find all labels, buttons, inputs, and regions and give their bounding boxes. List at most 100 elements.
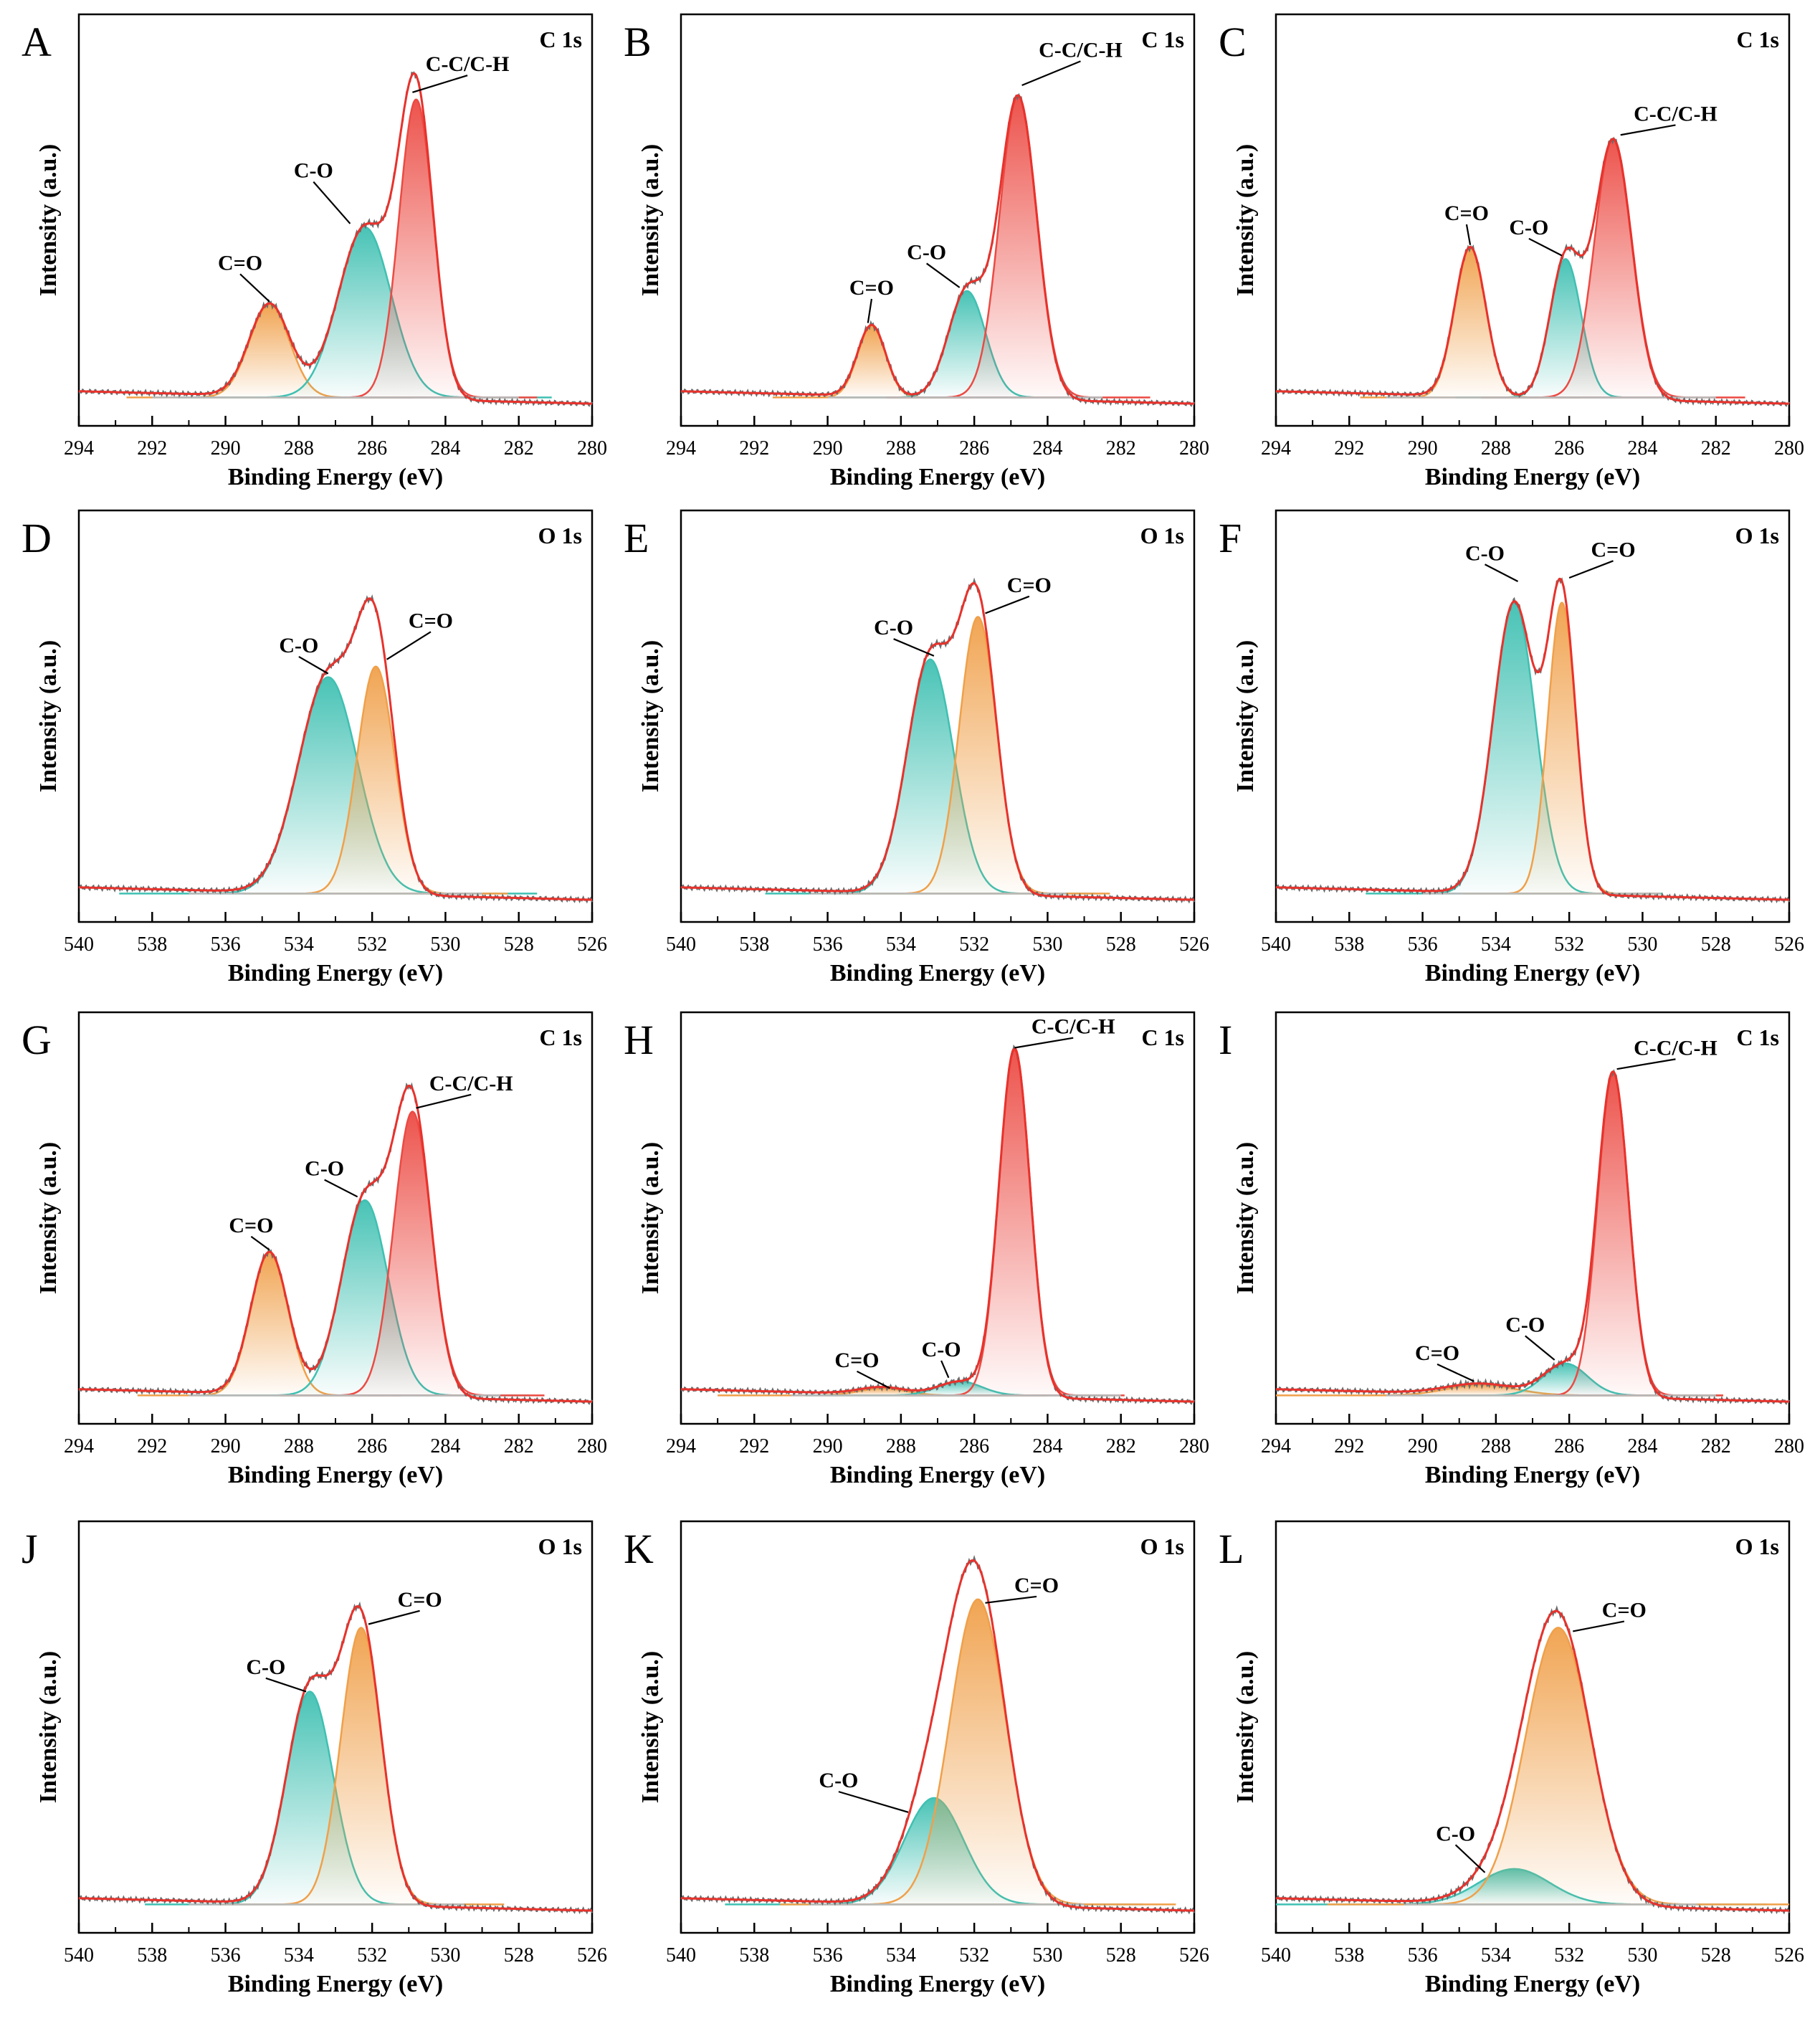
x-axis-label: Binding Energy (eV) xyxy=(830,1462,1045,1488)
envelope-line xyxy=(1276,1070,1790,1403)
x-tick-label: 534 xyxy=(1481,1944,1511,1967)
panel-e: 540 538 536 534 532 530 528 526 Binding Energy (… xyxy=(624,509,1209,986)
annotation-label: C=O xyxy=(849,276,894,300)
annotation-label: C-O xyxy=(1436,1822,1475,1845)
peak-c-o xyxy=(1327,1627,1789,1906)
annotation-label: C-O xyxy=(922,1338,961,1361)
x-tick-label: 538 xyxy=(137,1944,167,1967)
x-tick-label: 282 xyxy=(504,437,534,460)
annotation-leader xyxy=(893,638,935,657)
x-tick-label: 536 xyxy=(211,933,241,956)
x-tick-label: 280 xyxy=(1179,1435,1209,1458)
annotation-leader xyxy=(1014,1037,1074,1049)
x-axis-label: Binding Energy (eV) xyxy=(830,464,1045,490)
x-tick-label: 530 xyxy=(430,933,460,956)
x-tick-label: 294 xyxy=(64,437,94,460)
plot-frame xyxy=(1275,1011,1791,1425)
x-axis-label: Binding Energy (eV) xyxy=(1425,1462,1640,1488)
x-tick-label: 536 xyxy=(1408,1944,1438,1967)
x-tick-label: 530 xyxy=(1032,933,1062,956)
x-tick-label: 530 xyxy=(1627,933,1657,956)
panel-a: 294 292 290 288 286 284 282 280 Binding Energy (… xyxy=(22,13,607,490)
peak-c-c-c-h xyxy=(1481,137,1745,399)
annotation-label: C=O xyxy=(229,1214,273,1237)
annotation-label: C-O xyxy=(874,616,913,639)
x-tick-label: 284 xyxy=(430,437,460,460)
annotation-leader xyxy=(1620,124,1676,136)
envelope-line xyxy=(1276,1609,1790,1912)
annotation-label: C-O xyxy=(907,240,946,264)
annotation-leader xyxy=(368,1609,420,1625)
panel-title: C 1s xyxy=(539,1024,582,1050)
x-axis-label: Binding Energy (eV) xyxy=(1425,464,1640,490)
annotation-label: C=O xyxy=(409,609,453,632)
annotation-label: C-O xyxy=(1465,541,1505,565)
annotation-leader xyxy=(838,1791,909,1813)
x-tick-label: 280 xyxy=(577,1435,607,1458)
y-axis-label: Intensity (a.u.) xyxy=(1232,144,1259,297)
panel-k: 540 538 536 534 532 530 528 526 Binding Energy (… xyxy=(624,1520,1209,1997)
x-axis-label: Binding Energy (eV) xyxy=(1425,960,1640,986)
panel-title: C 1s xyxy=(1736,27,1779,52)
annotation-leader xyxy=(867,298,873,323)
panel-title: O 1s xyxy=(1735,523,1779,548)
x-tick-label: 286 xyxy=(1554,437,1584,460)
panel-label: B xyxy=(624,19,652,65)
y-axis-label: Intensity (a.u.) xyxy=(1232,640,1259,793)
x-axis-label: Binding Energy (eV) xyxy=(830,960,1045,986)
x-tick-label: 532 xyxy=(1554,933,1584,956)
x-tick-label: 530 xyxy=(1032,1944,1062,1967)
envelope-line xyxy=(1276,138,1790,405)
x-tick-label: 280 xyxy=(1774,1435,1804,1458)
annotation-leader xyxy=(239,273,270,303)
x-tick-label: 532 xyxy=(357,933,387,956)
y-axis-label: Intensity (a.u.) xyxy=(637,1651,664,1804)
panel-g: 294 292 290 288 286 284 282 280 Binding Energy (… xyxy=(22,1011,607,1488)
annotation-leader xyxy=(386,631,432,660)
x-tick-label: 288 xyxy=(1481,437,1511,460)
raw-spectrum-line xyxy=(1275,1069,1790,1405)
x-tick-label: 528 xyxy=(1106,1944,1136,1967)
panel-h: 294 292 290 288 286 284 282 280 Binding Energy (… xyxy=(624,1011,1209,1488)
x-tick-label: 286 xyxy=(959,1435,989,1458)
annotation-label: C-O xyxy=(279,634,318,657)
x-axis-label: Binding Energy (eV) xyxy=(830,1971,1045,1997)
annotation-leader xyxy=(1437,1363,1474,1382)
envelope-line xyxy=(79,72,593,405)
x-tick-label: 526 xyxy=(1179,933,1209,956)
annotation-leader xyxy=(1485,563,1519,582)
peak-c-c-c-h xyxy=(1503,1071,1723,1397)
annotation-leader xyxy=(1568,560,1614,579)
x-tick-label: 288 xyxy=(284,1435,314,1458)
panel-label: G xyxy=(22,1017,52,1063)
annotation-leader xyxy=(1021,60,1081,86)
x-tick-label: 538 xyxy=(1334,1944,1364,1967)
x-axis-label: Binding Energy (eV) xyxy=(228,464,443,490)
x-axis-label: Binding Energy (eV) xyxy=(1425,1971,1640,1997)
y-axis-label: Intensity (a.u.) xyxy=(637,144,664,297)
x-tick-label: 536 xyxy=(813,933,843,956)
x-tick-label: 538 xyxy=(1334,933,1364,956)
annotation-label: C-O xyxy=(305,1157,344,1181)
annotation-label: C-O xyxy=(1505,1313,1545,1336)
panel-title: O 1s xyxy=(1735,1533,1779,1559)
x-tick-label: 294 xyxy=(666,437,696,460)
x-tick-label: 288 xyxy=(886,1435,916,1458)
x-tick-label: 280 xyxy=(1179,437,1209,460)
annotation-label: C-C/C-H xyxy=(426,52,510,76)
x-tick-label: 540 xyxy=(666,933,696,956)
x-tick-label: 290 xyxy=(813,1435,843,1458)
annotation-label: C=O xyxy=(834,1349,879,1372)
panel-label: L xyxy=(1219,1526,1244,1572)
envelope-line xyxy=(681,581,1195,901)
x-tick-label: 532 xyxy=(1554,1944,1584,1967)
x-tick-label: 284 xyxy=(1627,1435,1657,1458)
annotation-label: C=O xyxy=(1591,538,1635,561)
annotation-label: C-C/C-H xyxy=(1039,38,1123,62)
x-tick-label: 538 xyxy=(739,1944,769,1967)
x-tick-label: 288 xyxy=(1481,1435,1511,1458)
x-tick-label: 286 xyxy=(357,437,387,460)
raw-spectrum-line xyxy=(1275,136,1790,407)
x-tick-label: 540 xyxy=(1261,933,1291,956)
